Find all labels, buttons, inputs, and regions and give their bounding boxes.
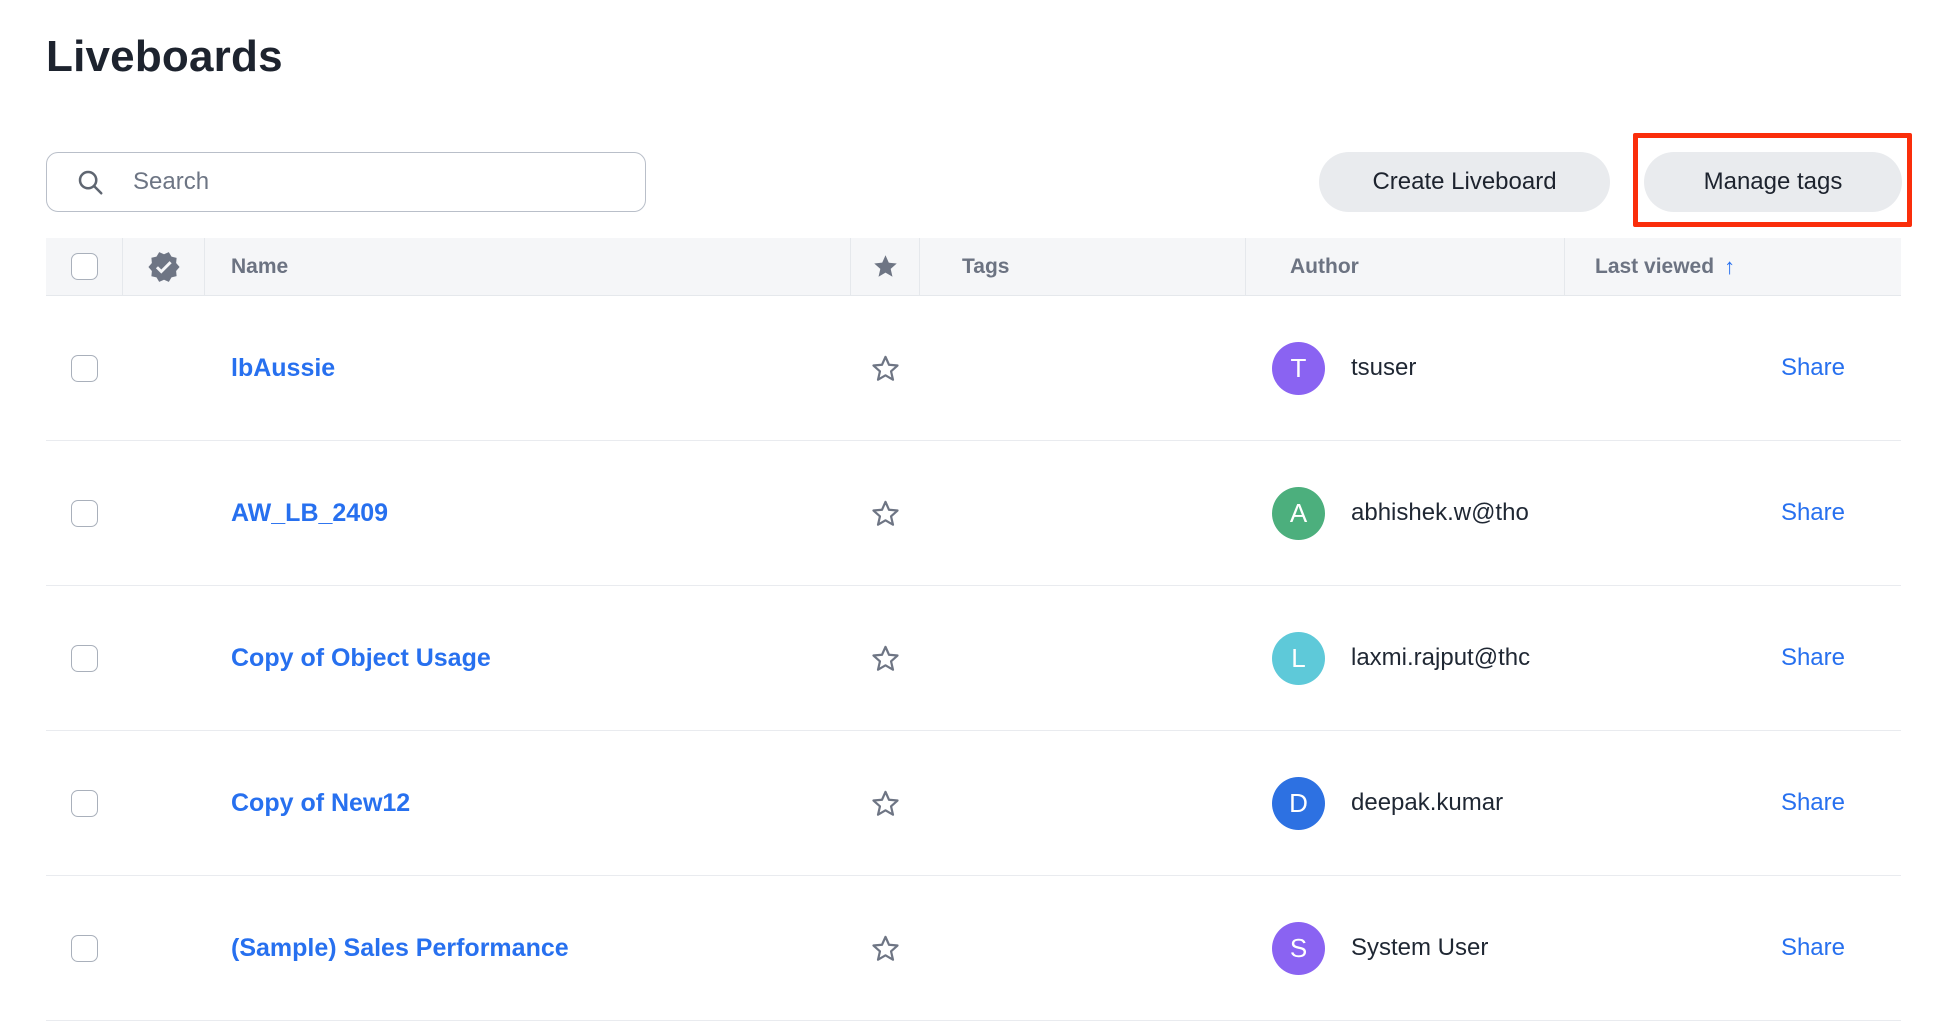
search-icon — [75, 167, 105, 197]
liveboard-name-link[interactable]: lbAussie — [231, 353, 336, 382]
row-favorite-cell[interactable] — [851, 788, 920, 819]
star-filled-icon — [872, 253, 899, 280]
column-header-last-viewed[interactable]: Last viewed ↑ — [1565, 238, 1901, 295]
row-name-cell: AW_LB_2409 — [205, 499, 851, 528]
liveboard-name-link[interactable]: AW_LB_2409 — [231, 498, 389, 527]
verified-badge-icon — [147, 250, 181, 284]
row-action-cell: Share — [1565, 934, 1901, 962]
share-link[interactable]: Share — [1780, 354, 1845, 381]
column-header-author[interactable]: Author — [1246, 238, 1565, 295]
page-title: Liveboards — [46, 32, 283, 81]
liveboard-name-link[interactable]: Copy of New12 — [231, 788, 411, 817]
row-favorite-cell[interactable] — [851, 643, 920, 674]
author-avatar: D — [1272, 776, 1325, 830]
share-link[interactable]: Share — [1780, 499, 1845, 526]
column-header-tags[interactable]: Tags — [920, 238, 1246, 295]
row-name-cell: Copy of Object Usage — [205, 644, 851, 673]
row-author-cell: T tsuser — [1246, 341, 1565, 395]
sort-ascending-icon: ↑ — [1724, 253, 1736, 279]
row-author-cell: S System User — [1246, 921, 1565, 975]
star-outline-icon[interactable] — [870, 788, 901, 819]
star-outline-icon[interactable] — [870, 643, 901, 674]
search-box[interactable] — [46, 152, 646, 212]
liveboard-name-link[interactable]: Copy of Object Usage — [231, 643, 491, 672]
row-action-cell: Share — [1565, 789, 1901, 817]
row-author-cell: L laxmi.rajput@thc — [1246, 631, 1565, 685]
author-avatar: S — [1272, 921, 1325, 975]
row-name-cell: (Sample) Sales Performance — [205, 934, 851, 963]
liveboards-table: Name Tags Author Last viewed ↑ lbAussie — [46, 238, 1901, 1021]
share-link[interactable]: Share — [1780, 934, 1845, 961]
row-select-cell[interactable] — [46, 644, 123, 672]
row-select-cell[interactable] — [46, 354, 123, 382]
select-all-cell[interactable] — [46, 238, 123, 295]
table-body: lbAussie T tsuser Share AW_LB_2409 — [46, 296, 1901, 1021]
row-select-cell[interactable] — [46, 499, 123, 527]
share-link[interactable]: Share — [1780, 644, 1845, 671]
table-row: lbAussie T tsuser Share — [46, 296, 1901, 441]
row-checkbox[interactable] — [71, 644, 98, 672]
row-select-cell[interactable] — [46, 934, 123, 962]
row-name-cell: lbAussie — [205, 354, 851, 383]
row-checkbox[interactable] — [71, 354, 98, 382]
manage-tags-button[interactable]: Manage tags — [1644, 152, 1902, 212]
table-row: Copy of Object Usage L laxmi.rajput@thc … — [46, 586, 1901, 731]
liveboard-name-link[interactable]: (Sample) Sales Performance — [231, 933, 569, 962]
author-avatar: A — [1272, 486, 1325, 540]
author-name: deepak.kumar — [1351, 789, 1504, 816]
column-header-name[interactable]: Name — [205, 238, 851, 295]
create-liveboard-button[interactable]: Create Liveboard — [1319, 152, 1610, 212]
share-link[interactable]: Share — [1780, 789, 1845, 816]
row-action-cell: Share — [1565, 644, 1901, 672]
row-author-cell: A abhishek.w@tho — [1246, 486, 1565, 540]
star-outline-icon[interactable] — [870, 498, 901, 529]
last-viewed-label: Last viewed — [1595, 254, 1715, 278]
star-outline-icon[interactable] — [870, 353, 901, 384]
row-favorite-cell[interactable] — [851, 498, 920, 529]
verified-column-header — [123, 238, 205, 295]
row-action-cell: Share — [1565, 499, 1901, 527]
row-action-cell: Share — [1565, 354, 1901, 382]
search-input[interactable] — [133, 168, 613, 196]
row-checkbox[interactable] — [71, 499, 98, 527]
row-author-cell: D deepak.kumar — [1246, 776, 1565, 830]
star-outline-icon[interactable] — [870, 933, 901, 964]
row-select-cell[interactable] — [46, 789, 123, 817]
table-row: (Sample) Sales Performance S System User… — [46, 876, 1901, 1021]
author-name: System User — [1351, 934, 1489, 961]
row-favorite-cell[interactable] — [851, 353, 920, 384]
column-header-favorite[interactable] — [851, 238, 920, 295]
row-checkbox[interactable] — [71, 789, 98, 817]
author-name: laxmi.rajput@thc — [1351, 644, 1531, 671]
table-row: AW_LB_2409 A abhishek.w@tho Share — [46, 441, 1901, 586]
table-row: Copy of New12 D deepak.kumar Share — [46, 731, 1901, 876]
table-header-row: Name Tags Author Last viewed ↑ — [46, 238, 1901, 296]
row-checkbox[interactable] — [71, 934, 98, 962]
row-name-cell: Copy of New12 — [205, 789, 851, 818]
row-favorite-cell[interactable] — [851, 933, 920, 964]
select-all-checkbox[interactable] — [70, 253, 98, 280]
author-name: tsuser — [1351, 354, 1417, 381]
author-avatar: T — [1272, 341, 1325, 395]
author-name: abhishek.w@tho — [1351, 499, 1529, 526]
author-avatar: L — [1272, 631, 1325, 685]
